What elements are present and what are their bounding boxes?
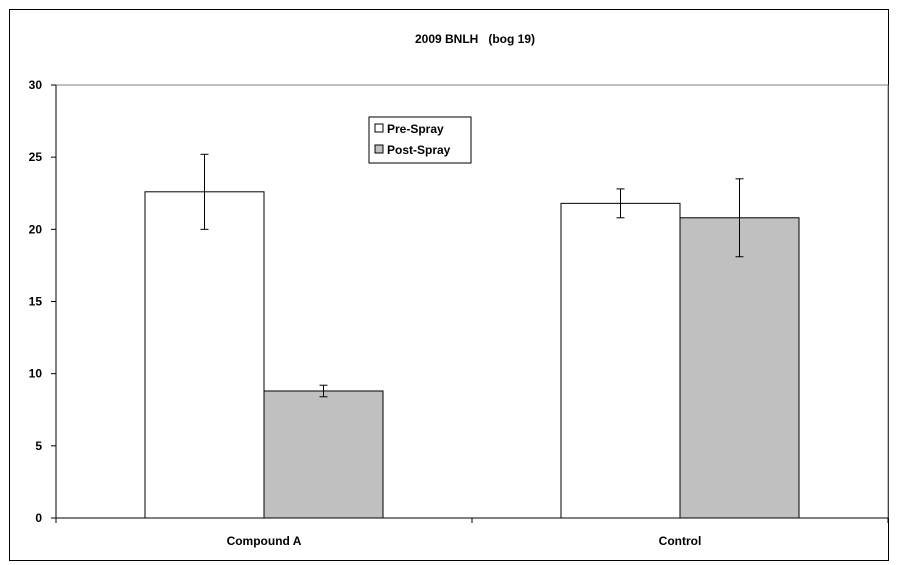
legend-swatch [374,144,384,154]
error-bars [200,153,744,398]
bar [144,191,265,519]
y-tick-label: 15 [29,295,43,309]
bar [679,217,800,519]
x-tick-label: Compound A [227,534,302,548]
legend-swatch [374,123,384,133]
chart-title: 2009 BNLH (bog 19) [415,32,535,46]
legend: Pre-Spray Post-Spray [368,116,472,164]
y-axis: 0 5 10 15 20 25 30 [29,78,57,525]
x-axis: Compound A Control [55,517,889,548]
y-tick-label: 30 [29,78,43,92]
legend-label: Pre-Spray [387,122,444,136]
bars [144,191,800,519]
bar [263,390,384,519]
legend-label: Post-Spray [387,143,451,157]
y-tick-label: 20 [29,222,43,236]
y-tick-label: 10 [29,367,43,381]
y-tick-label: 25 [29,150,43,164]
y-tick-label: 0 [35,511,42,525]
y-tick-label: 5 [35,439,42,453]
bar [560,202,681,519]
x-tick-label: Control [659,534,702,548]
legend-box [368,116,472,164]
